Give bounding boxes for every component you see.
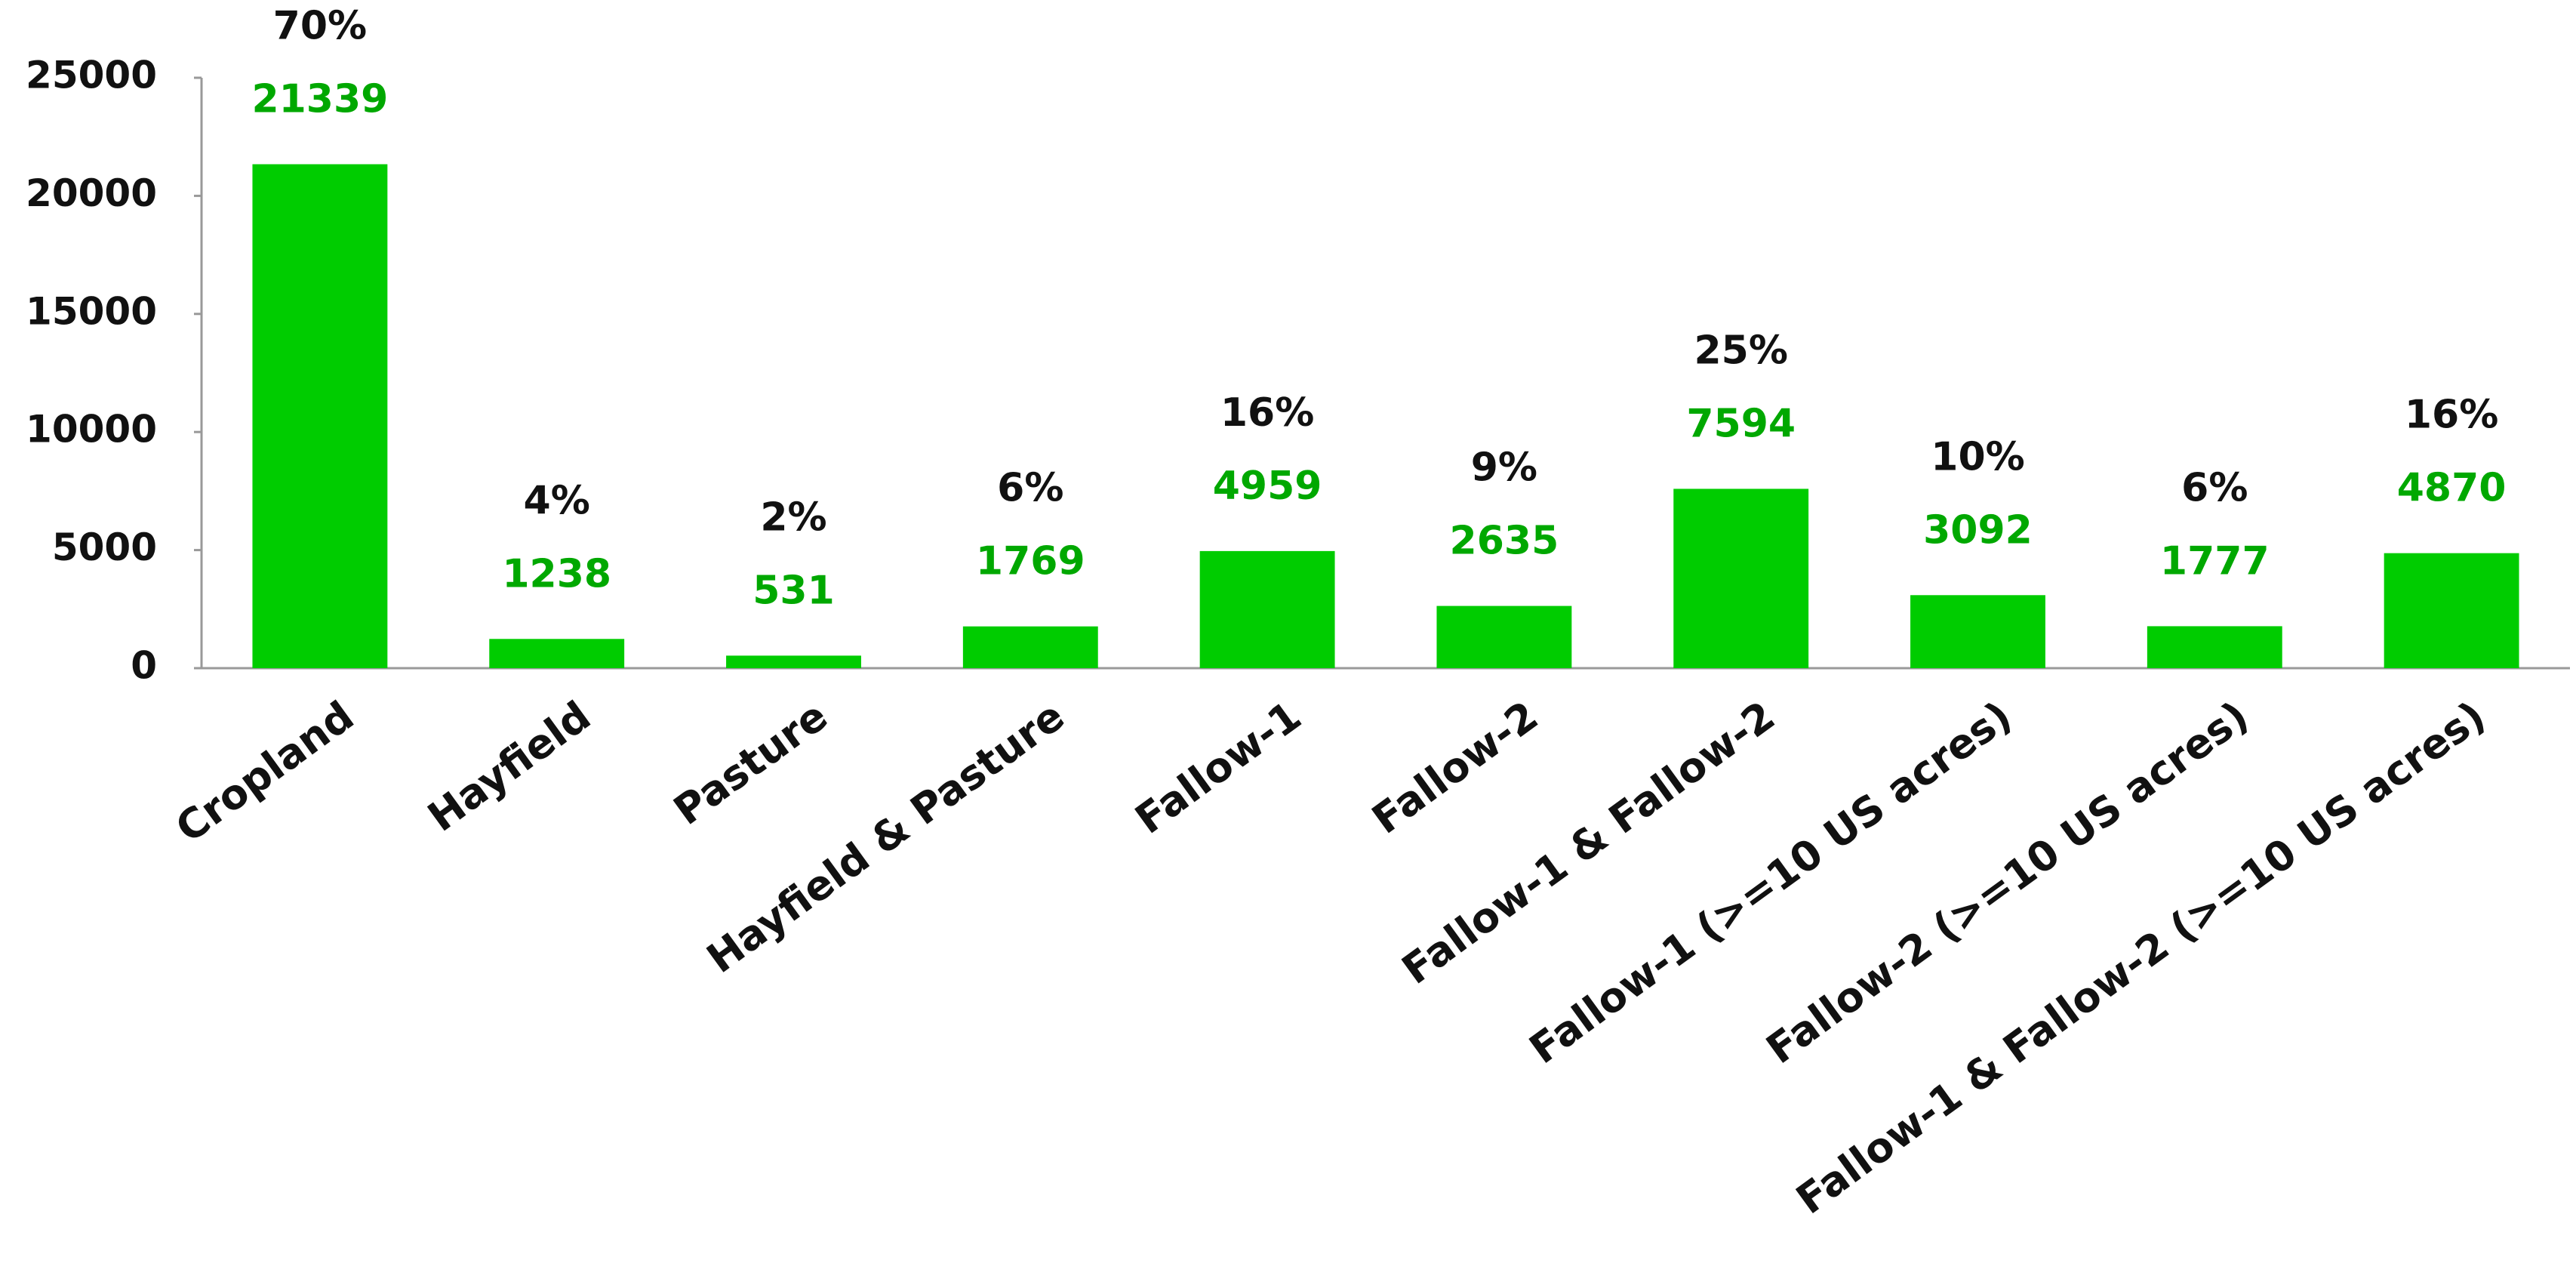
percent-label: 16% <box>1220 390 1314 436</box>
bar <box>2384 553 2519 668</box>
value-label: 3092 <box>1923 507 2033 553</box>
value-label: 531 <box>752 568 835 613</box>
value-label: 4870 <box>2397 466 2507 511</box>
percent-label: 6% <box>997 466 1063 511</box>
value-label: 7594 <box>1686 401 1796 446</box>
value-label: 1238 <box>502 551 611 596</box>
bar <box>2147 626 2282 668</box>
value-label: 1769 <box>976 539 1085 584</box>
percent-label: 10% <box>1931 434 2024 479</box>
y-tick-label: 5000 <box>52 525 157 569</box>
x-tick-label: Cropland <box>167 692 362 852</box>
x-tick-label: Fallow-1 <box>1127 692 1310 843</box>
y-tick-label: 10000 <box>26 408 157 451</box>
bar <box>726 655 861 668</box>
x-tick-label: Fallow-1 (>=10 US acres) <box>1521 692 2020 1073</box>
x-tick-label: Fallow-1 & Fallow-2 <box>1393 692 1784 994</box>
value-label: 4959 <box>1213 464 1322 509</box>
bar <box>1673 488 1809 668</box>
bar <box>1199 550 1335 668</box>
x-tick-label: Fallow-2 (>=10 US acres) <box>1758 692 2257 1073</box>
x-tick-label: Pasture <box>665 692 836 834</box>
bar <box>962 626 1098 668</box>
bar <box>252 164 388 668</box>
y-tick-label: 25000 <box>26 54 157 97</box>
y-tick-label: 20000 <box>26 171 157 215</box>
percent-label: 9% <box>1471 445 1537 491</box>
bar <box>1910 595 2045 668</box>
value-label: 1777 <box>2160 538 2270 584</box>
y-tick-label: 0 <box>131 644 157 688</box>
percent-label: 4% <box>524 478 590 523</box>
bar <box>1436 606 1572 668</box>
value-label: 2635 <box>1450 519 1559 564</box>
percent-label: 25% <box>1694 328 1787 373</box>
value-label: 21339 <box>251 77 388 122</box>
x-tick-label: Hayfield <box>419 692 599 840</box>
percent-label: 70% <box>273 4 367 49</box>
x-tick-label: Fallow-2 <box>1363 692 1547 843</box>
y-tick-label: 15000 <box>26 289 157 333</box>
percent-label: 2% <box>760 495 826 540</box>
bar <box>489 639 625 668</box>
percent-label: 16% <box>2405 393 2498 438</box>
percent-label: 6% <box>2181 465 2248 510</box>
